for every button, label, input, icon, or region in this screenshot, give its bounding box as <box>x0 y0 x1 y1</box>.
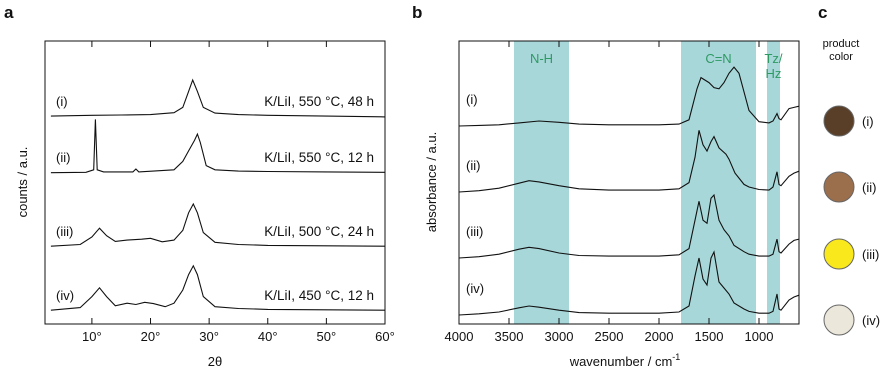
xrd-x-tick-label: 30° <box>199 329 219 344</box>
highlight-band <box>767 41 780 324</box>
xrd-x-ticks: 10° 20° 30° 40° 50° 60° <box>82 41 395 344</box>
xrd-plot-frame <box>44 40 386 325</box>
xrd-pattern-roman-label: (ii) <box>56 150 70 165</box>
xrd-pattern-line <box>50 264 386 311</box>
ir-spectrum-roman-label: (i) <box>466 92 478 107</box>
xrd-pattern-roman-label: (iii) <box>56 224 73 239</box>
ir-x-tick-label: 2000 <box>645 329 674 344</box>
ir-plot-frame <box>458 40 800 325</box>
xrd-pattern-condition-label: K/LiI, 500 °C, 24 h <box>264 224 374 239</box>
xrd-x-axis-label: 2θ <box>208 354 222 369</box>
product-color-panel: product color (i) (ii) (iii) (iv) <box>823 38 880 336</box>
xrd-panel: 10° 20° 30° 40° 50° 60° (i) K/LiI, 550 °C, 48 … <box>15 40 395 369</box>
xrd-pattern-condition-label: K/LiI, 550 °C, 48 h <box>264 94 374 109</box>
ir-x-tick-label: 3500 <box>495 329 524 344</box>
color-swatch-label: (ii) <box>862 180 876 195</box>
ir-x-ticks: 4000 3500 3000 2500 2000 1500 1000 <box>445 41 774 344</box>
ir-spectrum-line <box>458 250 800 316</box>
xrd-pattern-roman-label: (i) <box>56 94 68 109</box>
ir-y-axis-label: absorbance / a.u. <box>424 132 439 232</box>
xrd-x-tick-label: 50° <box>317 329 337 344</box>
xrd-pattern-condition-label: K/LiI, 450 °C, 12 h <box>264 288 374 303</box>
highlight-band-label: Hz <box>766 66 782 81</box>
xrd-y-axis-label: counts / a.u. <box>15 147 30 218</box>
ir-spectrum-roman-label: (ii) <box>466 158 480 173</box>
panel-label-b: b <box>412 3 422 22</box>
panel-label-c: c <box>818 3 827 22</box>
xrd-pattern-roman-label: (iv) <box>56 288 74 303</box>
ir-x-axis-label-text: wavenumber / cm <box>569 354 673 369</box>
color-swatches: (i) (ii) (iii) (iv) <box>823 105 880 336</box>
xrd-x-tick-label: 60° <box>375 329 395 344</box>
ir-spectrum-line <box>458 193 800 259</box>
color-swatch <box>823 105 855 137</box>
ir-spectra <box>458 66 800 316</box>
ir-spectrum-roman-label: (iii) <box>466 224 483 239</box>
color-swatch <box>823 171 855 203</box>
panel-label-a: a <box>4 3 14 22</box>
color-swatch-label: (i) <box>862 114 874 129</box>
ir-x-axis-label-sup: -1 <box>672 352 680 362</box>
product-color-title-line1: product <box>823 38 860 50</box>
xrd-pattern-labels: (i) K/LiI, 550 °C, 48 h (ii) K/LiI, 550 °C,… <box>56 94 374 303</box>
highlight-band-label: Tz/ <box>764 51 782 66</box>
ir-panel: N-H C=N Tz/Hz 4000 3500 3000 2500 2000 1500 1000… <box>424 40 800 369</box>
ir-x-axis-label: wavenumber / cm-1 <box>569 352 681 369</box>
ir-x-tick-label: 3000 <box>545 329 574 344</box>
ir-x-tick-label: 4000 <box>445 329 474 344</box>
color-swatch-label: (iv) <box>862 313 880 328</box>
xrd-x-tick-label: 10° <box>82 329 102 344</box>
ir-spectrum-labels: (i) (ii) (iii) (iv) <box>466 92 484 296</box>
product-color-title-line2: color <box>829 51 853 63</box>
xrd-pattern-condition-label: K/LiI, 550 °C, 12 h <box>264 150 374 165</box>
color-swatch-label: (iii) <box>862 247 879 262</box>
color-swatch <box>823 304 855 336</box>
xrd-x-tick-label: 40° <box>258 329 278 344</box>
ir-spectrum-roman-label: (iv) <box>466 281 484 296</box>
ir-spectrum-line <box>458 66 800 127</box>
color-swatch <box>823 238 855 270</box>
xrd-pattern-line <box>50 119 386 174</box>
ir-x-tick-label: 1000 <box>745 329 774 344</box>
ir-x-tick-label: 2500 <box>595 329 624 344</box>
highlight-band-label: C=N <box>705 51 731 66</box>
xrd-pattern-line <box>50 78 386 118</box>
xrd-x-tick-label: 20° <box>141 329 161 344</box>
xrd-pattern-line <box>50 202 386 247</box>
xrd-patterns <box>50 78 386 311</box>
ir-spectrum-line <box>458 130 800 193</box>
ir-x-tick-label: 1500 <box>695 329 724 344</box>
highlight-band-label: N-H <box>530 51 553 66</box>
